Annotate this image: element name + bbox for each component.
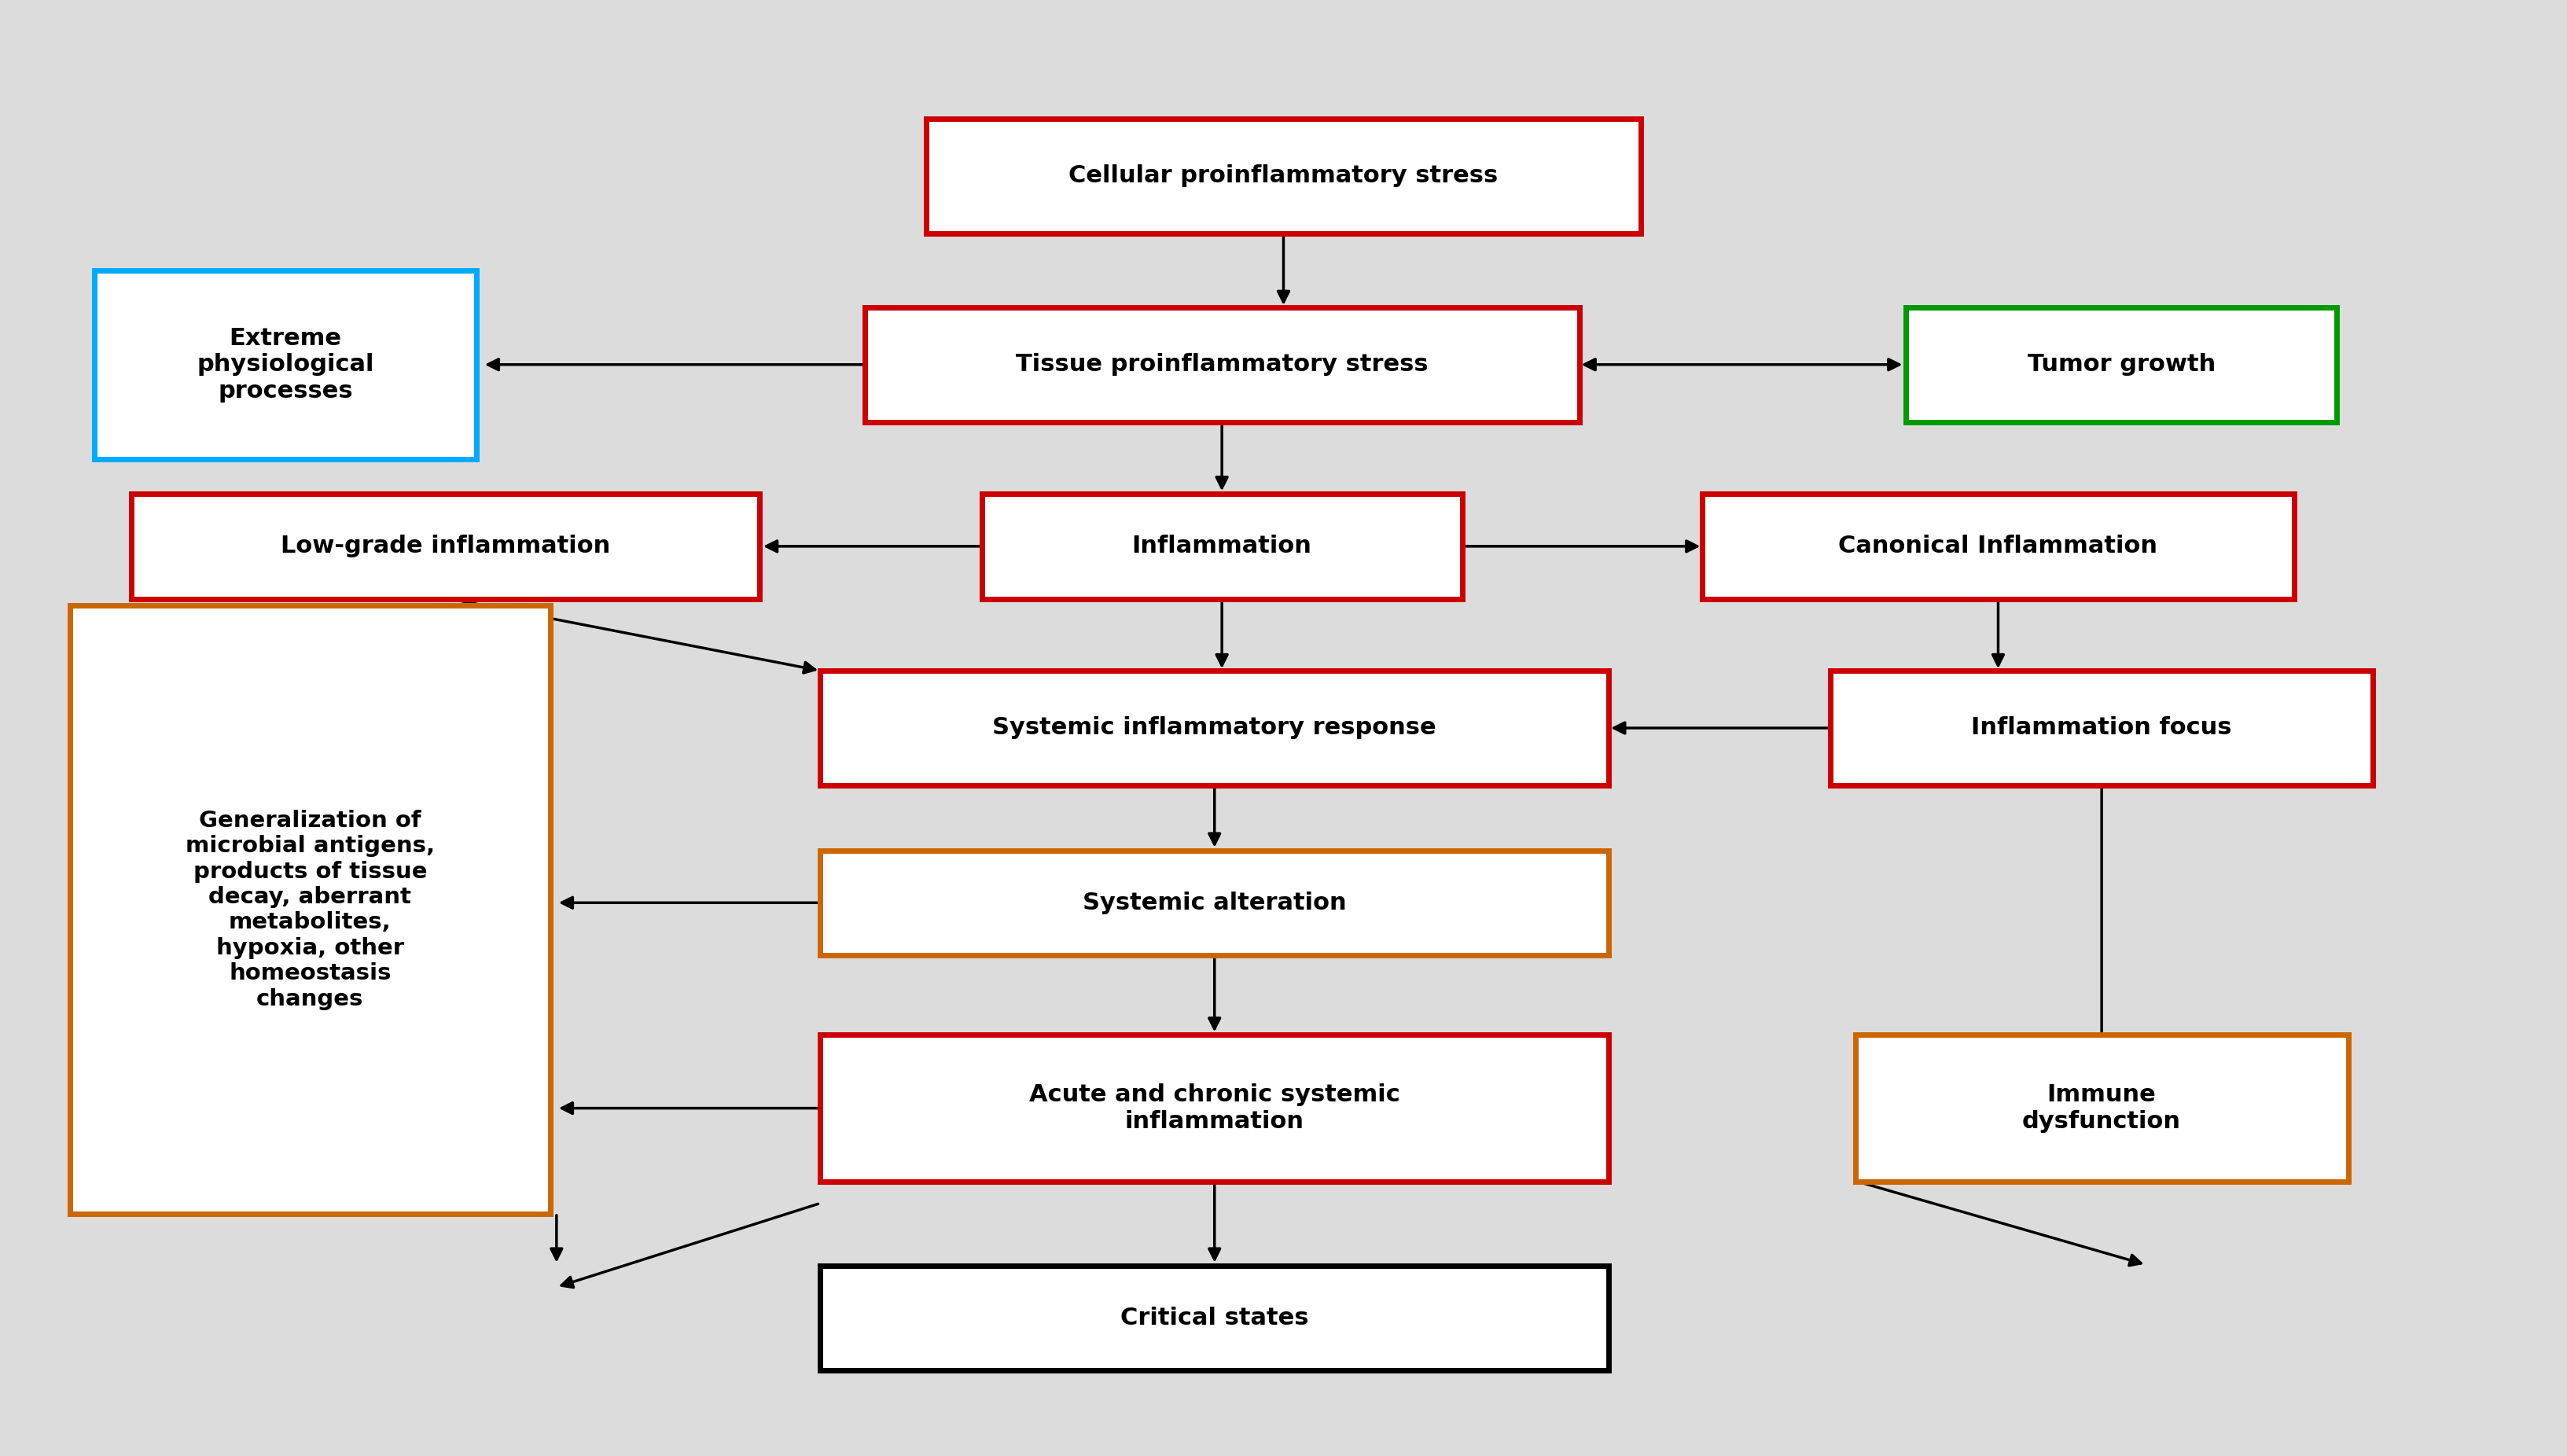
FancyBboxPatch shape: [131, 494, 760, 598]
FancyBboxPatch shape: [1905, 307, 2336, 422]
FancyBboxPatch shape: [865, 307, 1579, 422]
FancyBboxPatch shape: [69, 606, 549, 1214]
Text: Critical states: Critical states: [1119, 1306, 1309, 1329]
Text: Systemic inflammatory response: Systemic inflammatory response: [993, 716, 1438, 740]
FancyBboxPatch shape: [1830, 671, 2372, 785]
FancyBboxPatch shape: [1702, 494, 2295, 598]
Text: Cellular proinflammatory stress: Cellular proinflammatory stress: [1068, 165, 1499, 188]
Text: Tumor growth: Tumor growth: [2028, 354, 2215, 376]
Text: Canonical Inflammation: Canonical Inflammation: [1838, 534, 2159, 558]
FancyBboxPatch shape: [821, 1035, 1610, 1182]
Text: Extreme
physiological
processes: Extreme physiological processes: [198, 326, 375, 402]
Text: Inflammation focus: Inflammation focus: [1971, 716, 2231, 740]
Text: Acute and chronic systemic
inflammation: Acute and chronic systemic inflammation: [1029, 1083, 1399, 1133]
Text: Tissue proinflammatory stress: Tissue proinflammatory stress: [1017, 354, 1427, 376]
FancyBboxPatch shape: [1856, 1035, 2349, 1182]
FancyBboxPatch shape: [821, 1265, 1610, 1370]
Text: Systemic alteration: Systemic alteration: [1083, 891, 1348, 914]
Text: Inflammation: Inflammation: [1132, 534, 1312, 558]
Text: Generalization of
microbial antigens,
products of tissue
decay, aberrant
metabol: Generalization of microbial antigens, pr…: [185, 810, 434, 1010]
FancyBboxPatch shape: [981, 494, 1463, 598]
FancyBboxPatch shape: [821, 671, 1610, 785]
FancyBboxPatch shape: [95, 271, 477, 459]
Text: Immune
dysfunction: Immune dysfunction: [2023, 1083, 2182, 1133]
Text: Low-grade inflammation: Low-grade inflammation: [280, 534, 611, 558]
FancyBboxPatch shape: [927, 118, 1640, 233]
FancyBboxPatch shape: [821, 850, 1610, 955]
